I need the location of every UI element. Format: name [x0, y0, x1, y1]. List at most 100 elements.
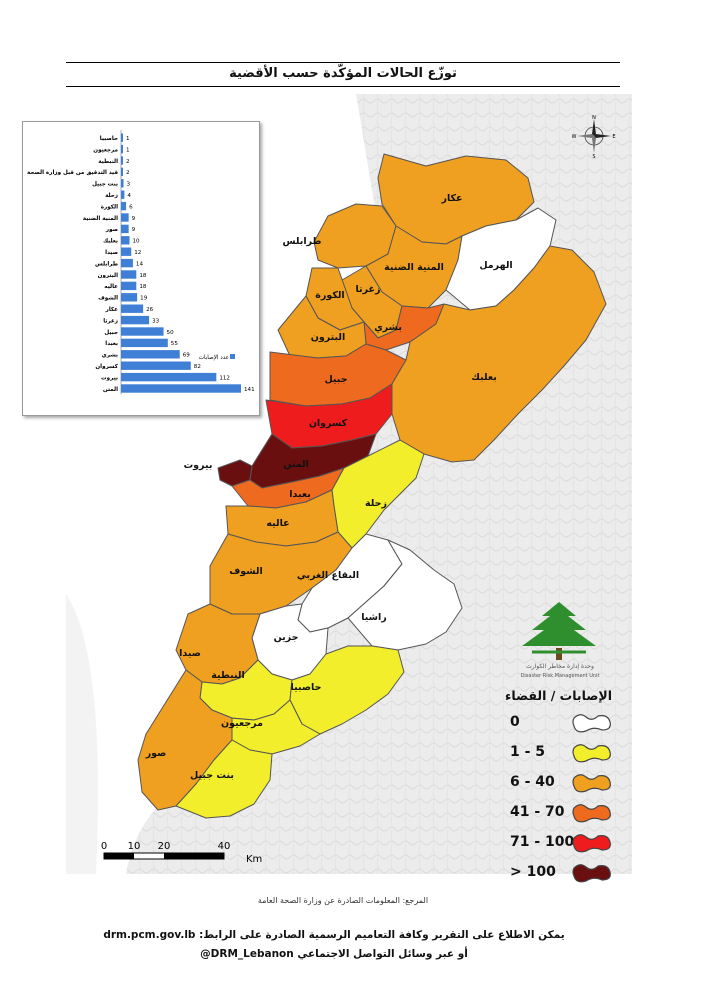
district-bint-jbeil [175, 739, 273, 819]
value-label: 12 [134, 250, 141, 256]
label-marjayoun: مرجعيون [221, 718, 263, 729]
category-label: زغرتا [103, 318, 118, 324]
legend-item: 71 - 100 [510, 832, 620, 856]
lebanon-map: عكار طرابلس المنية الضنية الهرمل زغرتا ا… [66, 94, 632, 874]
cases-bar-chart-svg: حاصبيا 1 مرجعيون 1 النبطية 2 قيد التدقيق من قب… [27, 130, 255, 395]
scale-segment [164, 853, 224, 859]
label-metn: المتن [283, 459, 309, 470]
bar [121, 144, 123, 154]
bar [121, 247, 132, 256]
footer-social-line: أو عبر وسائل التواصل الاجتماعي DRM_Leban… [200, 948, 468, 960]
category-label: بيروت [101, 375, 118, 381]
category-label: طرابلس [95, 261, 118, 267]
legend-swatch [572, 804, 611, 823]
value-label: 82 [194, 364, 201, 370]
label-koura: الكورة [315, 290, 344, 301]
logo-text-en: Disaster Risk Management Unit [521, 673, 600, 679]
bar [121, 190, 125, 199]
bar [121, 167, 123, 177]
label-beirut: بيروت [184, 460, 213, 471]
title-underline [66, 86, 620, 87]
legend-item-label: 71 - 100 [510, 834, 575, 850]
label-batroun: البترون [311, 332, 346, 343]
bar [121, 350, 180, 359]
label-bint-jbeil: بنت جبيل [190, 770, 234, 781]
compass-n: N [592, 115, 596, 121]
value-label: 19 [140, 296, 148, 302]
footer-link-line: يمكن الاطلاع على التقرير وكافة التعاميم … [103, 929, 565, 941]
category-label: بنت جبيل [92, 182, 118, 188]
legend-swatch [572, 864, 611, 883]
legend-swatch [572, 834, 611, 853]
bar [121, 361, 191, 370]
category-label: البترون [98, 273, 118, 279]
legend-item-label: 0 [510, 714, 520, 730]
label-chouf: الشوف [229, 566, 262, 577]
logo-text-ar: وحدة إدارة مخاطر الكوارث [526, 663, 594, 670]
bar [121, 179, 124, 188]
category-label: كسروان [95, 363, 118, 370]
label-saida: صيدا [179, 648, 201, 659]
label-baabda: بعبدا [289, 489, 311, 500]
compass-rose-icon: N S E W [572, 115, 616, 158]
cases-bar-chart: حاصبيا 1 مرجعيون 1 النبطية 2 قيد التدقيق من قب… [22, 121, 260, 416]
label-jbeil: جبيل [324, 374, 347, 385]
map-area: عكار طرابلس المنية الضنية الهرمل زغرتا ا… [66, 94, 632, 874]
value-label: 9 [132, 227, 136, 233]
value-label: 50 [167, 330, 175, 336]
legend-title: الإصابات / القضاء [505, 688, 612, 703]
bar [121, 372, 217, 382]
label-tyre: صور [145, 748, 167, 759]
value-label: 26 [146, 307, 154, 313]
chart-legend-swatch [230, 354, 235, 359]
value-label: 14 [136, 261, 144, 267]
bar [121, 270, 137, 279]
category-label: المنية الضنية [83, 216, 118, 222]
legend-item-label: 41 - 70 [510, 804, 565, 820]
legend-item: > 100 [510, 862, 620, 886]
scale-segment [104, 853, 134, 859]
label-bcharre: بشري [374, 322, 402, 333]
category-label: حاصبيا [100, 136, 118, 142]
bar [121, 258, 133, 268]
scale-tick-label: 20 [158, 841, 171, 852]
legend-item-label: 6 - 40 [510, 774, 555, 790]
bar [121, 213, 129, 222]
page-title: توزّع الحالات المؤكّدة حسب الأقضية [229, 66, 457, 81]
bar [121, 338, 168, 348]
label-minieh: المنية الضنية [384, 262, 444, 273]
legend-swatch [572, 744, 611, 763]
label-tripoli: طرابلس [283, 236, 322, 247]
value-label: 6 [129, 204, 133, 210]
category-label: المتن [103, 387, 118, 393]
bar [121, 327, 164, 336]
label-hasbaya: حاصبيا [291, 682, 322, 693]
value-label: 1 [126, 147, 130, 153]
legend-item: 6 - 40 [510, 772, 620, 796]
compass-e: E [612, 134, 615, 140]
value-label: 69 [183, 353, 191, 359]
label-jezzine: جزين [274, 632, 299, 643]
value-label: 4 [127, 193, 131, 199]
value-label: 141 [244, 387, 255, 393]
legend-item: 1 - 5 [510, 742, 620, 766]
label-baalbek: بعلبك [471, 372, 497, 383]
category-label: عكار [105, 306, 119, 313]
value-label: 33 [152, 318, 160, 324]
value-label: 18 [139, 273, 147, 279]
label-hermel: الهرمل [479, 260, 512, 271]
legend-swatch [572, 774, 611, 793]
chart-legend-label: عدد الإصابات [199, 355, 229, 361]
label-keserwan: كسروان [309, 418, 348, 429]
top-rule [66, 62, 620, 63]
value-label: 2 [126, 159, 130, 165]
bar [121, 156, 123, 165]
bar [121, 236, 130, 245]
legend-item: 41 - 70 [510, 802, 620, 826]
legend-item-label: 1 - 5 [510, 744, 546, 760]
category-label: صيدا [105, 250, 118, 256]
value-label: 9 [132, 216, 136, 222]
bar [121, 201, 127, 211]
legend-item: 0 [510, 712, 620, 736]
value-label: 3 [127, 182, 131, 188]
